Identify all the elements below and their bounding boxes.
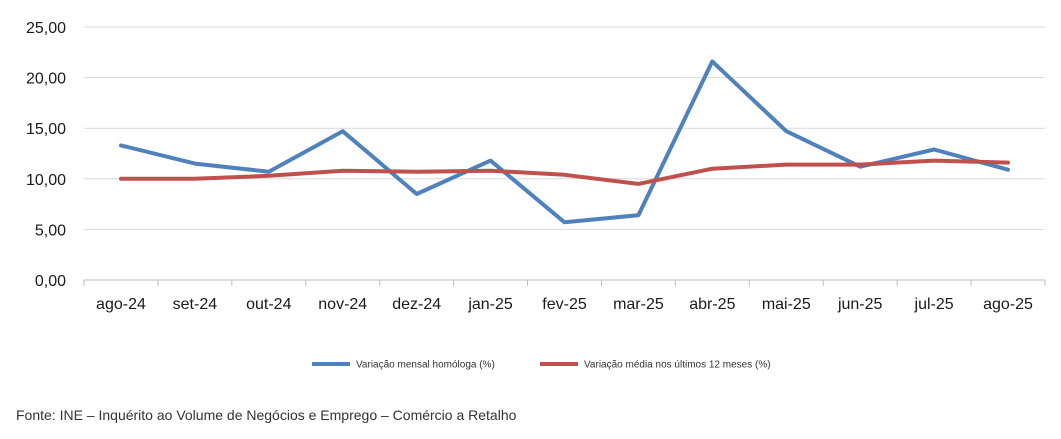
x-tick-label: ago-25: [983, 296, 1033, 313]
x-tick-label: fev-25: [542, 296, 587, 313]
legend: Variação mensal homóloga (%) Variação méd…: [312, 360, 771, 371]
series-line-2: [119, 158, 1010, 186]
legend-label: Variação mensal homóloga (%): [356, 360, 495, 371]
y-tick-label: 10,00: [26, 172, 66, 189]
x-tick-label: mar-25: [613, 296, 664, 313]
x-tick-label: ago-24: [96, 296, 146, 313]
x-tick-label: jun-25: [837, 296, 883, 313]
series-lines: [119, 59, 1010, 225]
x-axis-ticks: ago-24 set-24 out-24 nov-24 dez-24 jan-25 fev-…: [83, 280, 1046, 313]
series-line-1: [119, 59, 1010, 225]
x-tick-label: dez-24: [392, 296, 441, 313]
x-tick-label: nov-24: [318, 296, 367, 313]
y-tick-label: 15,00: [26, 121, 66, 138]
source-note: Fonte: INE – Inquérito ao Volume de Negó…: [16, 407, 517, 423]
y-tick-label: 25,00: [26, 20, 66, 37]
legend-label: Variação média nos últimos 12 meses (%): [584, 360, 771, 371]
y-tick-label: 20,00: [26, 71, 66, 88]
x-tick-label: set-24: [173, 296, 218, 313]
x-tick-label: jul-25: [914, 296, 954, 313]
x-tick-label: mai-25: [762, 296, 811, 313]
gridlines: [84, 26, 1045, 281]
x-tick-label: abr-25: [689, 296, 735, 313]
line-chart: 0,00 5,00 10,00 15,00 20,00 25,00 ago-24 set-2…: [26, 20, 1046, 371]
y-tick-label: 0,00: [35, 273, 66, 290]
y-axis-ticks: 0,00 5,00 10,00 15,00 20,00 25,00: [26, 20, 66, 290]
y-tick-label: 5,00: [35, 222, 66, 239]
x-tick-label: out-24: [246, 296, 291, 313]
x-tick-label: jan-25: [467, 296, 513, 313]
